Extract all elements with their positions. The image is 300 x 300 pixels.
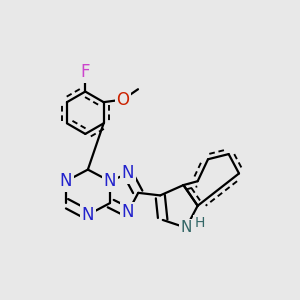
Text: N: N	[122, 164, 134, 182]
Text: N: N	[122, 203, 134, 221]
Text: H: H	[194, 216, 205, 230]
Text: N: N	[103, 172, 116, 190]
Text: N: N	[60, 172, 72, 190]
Text: N: N	[180, 220, 192, 235]
Text: O: O	[116, 91, 130, 109]
Text: N: N	[82, 206, 94, 224]
Text: F: F	[80, 63, 90, 81]
